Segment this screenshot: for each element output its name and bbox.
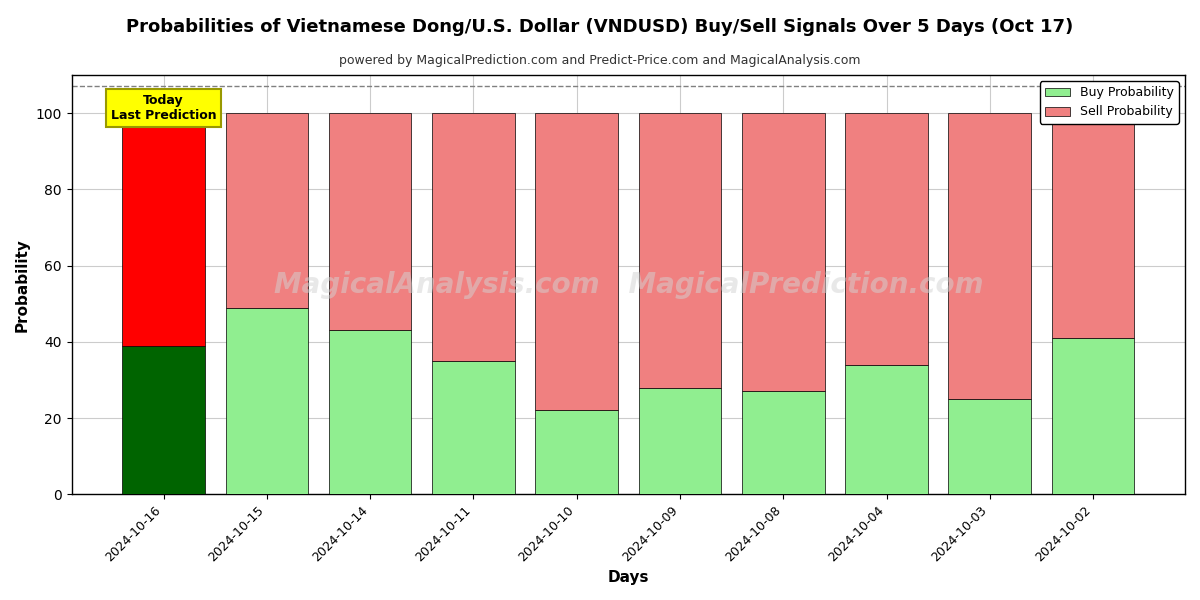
Bar xyxy=(638,388,721,494)
Bar xyxy=(742,113,824,391)
Bar xyxy=(226,113,308,308)
Bar xyxy=(329,331,412,494)
Bar xyxy=(122,113,205,346)
Bar xyxy=(122,346,205,494)
Bar xyxy=(742,391,824,494)
Text: powered by MagicalPrediction.com and Predict-Price.com and MagicalAnalysis.com: powered by MagicalPrediction.com and Pre… xyxy=(340,54,860,67)
Y-axis label: Probability: Probability xyxy=(16,238,30,332)
Bar xyxy=(1051,338,1134,494)
Bar xyxy=(432,113,515,361)
Text: Today
Last Prediction: Today Last Prediction xyxy=(110,94,216,122)
Bar xyxy=(226,308,308,494)
Bar xyxy=(948,113,1031,399)
Bar xyxy=(845,365,928,494)
Text: MagicalAnalysis.com   MagicalPrediction.com: MagicalAnalysis.com MagicalPrediction.co… xyxy=(274,271,983,299)
Bar xyxy=(535,113,618,410)
Legend: Buy Probability, Sell Probability: Buy Probability, Sell Probability xyxy=(1040,81,1178,124)
Bar xyxy=(948,399,1031,494)
Bar xyxy=(329,113,412,331)
Bar xyxy=(535,410,618,494)
X-axis label: Days: Days xyxy=(607,570,649,585)
Bar xyxy=(845,113,928,365)
Bar xyxy=(1051,113,1134,338)
Text: Probabilities of Vietnamese Dong/U.S. Dollar (VNDUSD) Buy/Sell Signals Over 5 Da: Probabilities of Vietnamese Dong/U.S. Do… xyxy=(126,18,1074,36)
Bar xyxy=(432,361,515,494)
Bar xyxy=(638,113,721,388)
